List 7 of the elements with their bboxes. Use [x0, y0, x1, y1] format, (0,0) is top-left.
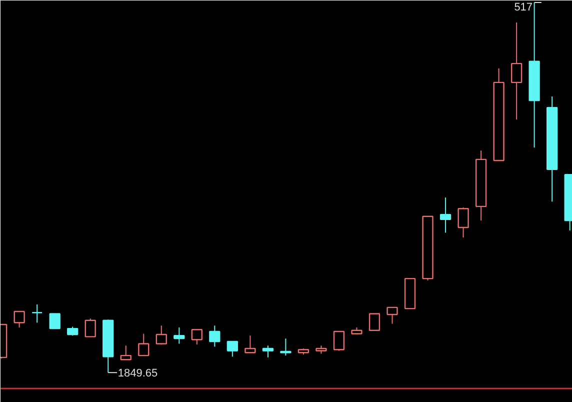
- annotation: 1849.65: [118, 368, 158, 380]
- candlestick: [546, 96, 558, 202]
- candlestick: [32, 304, 43, 324]
- candlestick: [440, 197, 452, 234]
- candlestick: [475, 150, 487, 221]
- annotation: 517: [514, 2, 533, 14]
- candlestick: [510, 22, 522, 120]
